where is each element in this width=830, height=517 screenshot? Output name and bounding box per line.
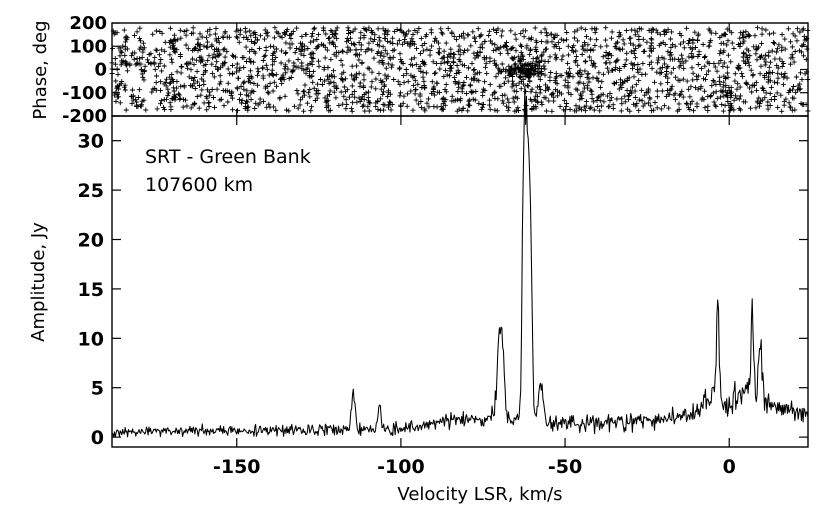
amplitude-y-tick-label: 15 bbox=[78, 279, 104, 301]
phase-y-tick-label: 0 bbox=[94, 60, 107, 81]
amplitude-x-ticks: -150 -100 -50 0 bbox=[213, 23, 736, 478]
amplitude-spectrum-line bbox=[111, 85, 809, 438]
amplitude-y-ticks: 0 5 10 15 20 25 30 bbox=[78, 131, 808, 449]
phase-y-tick-label: -200 bbox=[62, 106, 107, 127]
phase-points bbox=[109, 25, 811, 114]
amplitude-y-tick-label: 20 bbox=[78, 230, 104, 252]
phase-y-tick-label: 200 bbox=[69, 13, 107, 34]
phase-y-tick-label: -100 bbox=[62, 83, 107, 104]
x-tick-label: -100 bbox=[377, 456, 425, 478]
x-axis-title: Velocity LSR, km/s bbox=[397, 484, 562, 505]
amplitude-y-tick-label: 25 bbox=[78, 180, 104, 202]
phase-y-tick-label: 100 bbox=[69, 36, 107, 57]
annotation-distance: 107600 km bbox=[145, 174, 253, 196]
amplitude-y-tick-label: 0 bbox=[91, 427, 104, 449]
amplitude-frame bbox=[111, 115, 809, 448]
amplitude-y-tick-label: 5 bbox=[91, 378, 104, 400]
x-tick-label: -150 bbox=[213, 456, 261, 478]
amplitude-y-tick-label: 10 bbox=[78, 328, 104, 350]
phase-point-markers bbox=[109, 25, 811, 114]
annotation-baseline: SRT - Green Bank bbox=[145, 146, 311, 168]
x-tick-label: 0 bbox=[723, 456, 736, 478]
phase-y-axis-title: Phase, deg bbox=[30, 20, 51, 119]
amplitude-y-tick-label: 30 bbox=[78, 131, 104, 153]
amplitude-y-axis-title: Amplitude, Jy bbox=[28, 222, 49, 342]
x-tick-label: -50 bbox=[548, 456, 582, 478]
